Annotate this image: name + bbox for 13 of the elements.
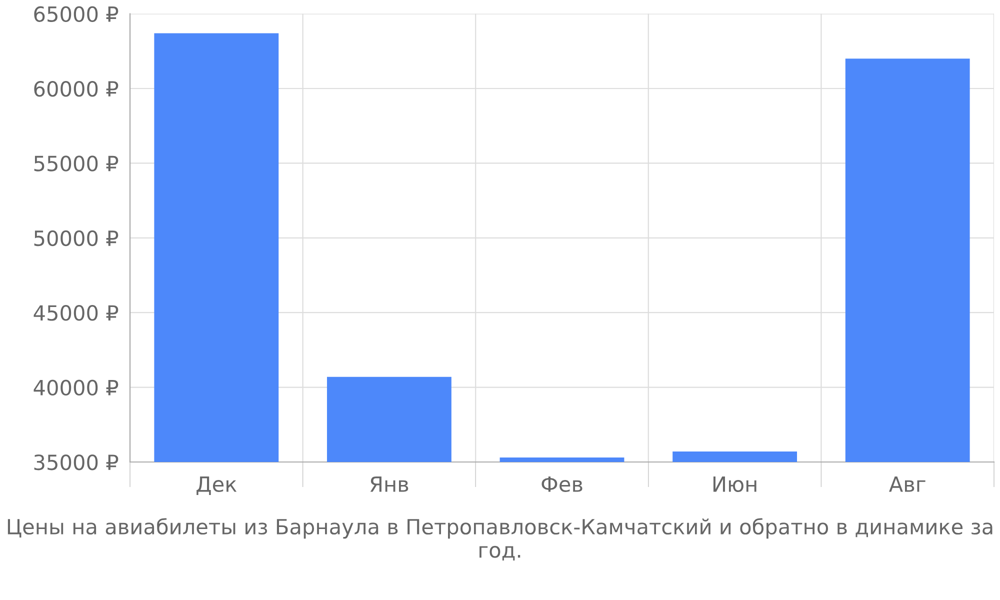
x-tick-label: Июн bbox=[713, 476, 756, 492]
x-tick-label: Авг bbox=[889, 476, 926, 492]
y-tick-label: 60000 ₽ bbox=[34, 80, 118, 97]
y-tick-label: 35000 ₽ bbox=[34, 454, 118, 470]
text: Цены на авиабилеты из Барнаула в Петропавловск-Камчатский и обратно в динамике за год. bbox=[8, 518, 992, 560]
y-tick-label: 45000 ₽ bbox=[34, 305, 118, 321]
y-tick-label: 40000 ₽ bbox=[34, 380, 118, 396]
y-tick-label: 65000 ₽ bbox=[34, 6, 118, 22]
x-tick-label: Фев bbox=[542, 476, 582, 492]
x-tick-label: Янв bbox=[370, 476, 408, 492]
y-tick-label: 55000 ₽ bbox=[34, 156, 118, 172]
x-tick-label: Дек bbox=[196, 476, 237, 495]
y-tick-label: 50000 ₽ bbox=[34, 230, 118, 246]
